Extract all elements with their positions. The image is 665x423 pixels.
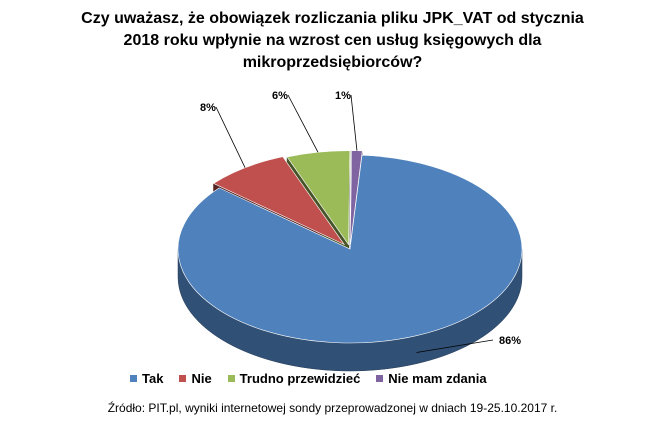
legend: Tak Nie Trudno przewidzieć Nie mam zdani… xyxy=(130,371,503,386)
legend-label-nie: Nie xyxy=(191,371,212,386)
legend-swatch-tak xyxy=(130,375,137,382)
data-label-nie: 8% xyxy=(200,102,216,114)
legend-swatch-nie xyxy=(179,375,187,382)
leader-line-nie xyxy=(215,106,246,168)
legend-label-nie-mam-zdania: Nie mam zdania xyxy=(388,371,487,386)
legend-item-nie: Nie xyxy=(179,371,212,386)
legend-label-tak: Tak xyxy=(142,371,164,386)
source-note: Źródło: PIT.pl, wyniki internetowej sond… xyxy=(107,401,558,415)
data-label-trudno: 6% xyxy=(272,90,288,102)
leader-line-tak xyxy=(416,339,494,353)
chart-title: Czy uważasz, że obowiązek rozliczania pl… xyxy=(40,8,625,74)
legend-item-tak: Tak xyxy=(130,371,163,386)
legend-swatch-trudno xyxy=(227,375,235,382)
data-label-tak: 86% xyxy=(499,335,521,347)
leader-line-nie-mam-zdania xyxy=(350,94,358,151)
chart-title-line-3: mikroprzedsiębiorców? xyxy=(242,54,423,71)
legend-swatch-nie-mam-zdania xyxy=(376,375,384,382)
chart-title-line-1: Czy uważasz, że obowiązek rozliczania pl… xyxy=(81,10,584,27)
pie-slice-trudno xyxy=(286,150,351,246)
legend-label-trudno: Trudno przewidzieć xyxy=(239,371,361,386)
legend-item-nie-mam-zdania: Nie mam zdania xyxy=(376,371,487,386)
data-label-nie-mam-zdania: 1% xyxy=(335,90,351,102)
legend-item-trudno: Trudno przewidzieć xyxy=(227,371,361,386)
pie-slice-tak xyxy=(177,154,523,344)
chart-title-line-2: 2018 roku wpłynie na wzrost cen usług ks… xyxy=(123,32,542,49)
leader-line-trudno xyxy=(287,94,319,153)
